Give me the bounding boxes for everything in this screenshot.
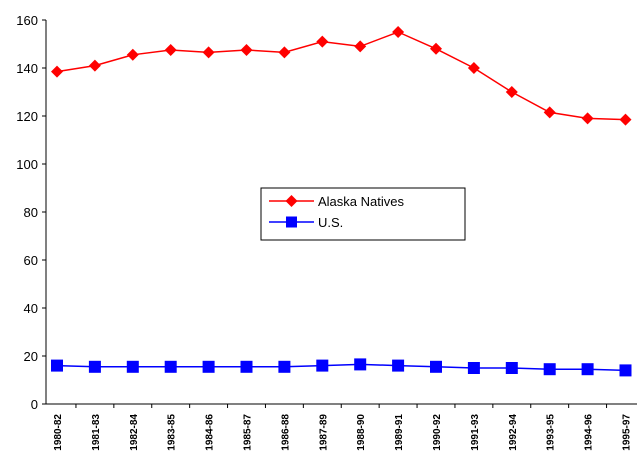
data-point (467, 362, 480, 374)
x-axis-ticks: 1980-82 1981-83 1982-84 1983-85 1984-86 1985-… (53, 404, 633, 451)
data-point (619, 364, 632, 377)
data-point (505, 86, 518, 98)
x-tick-label: 1995-97 (622, 414, 633, 451)
legend-marker-us (286, 216, 297, 228)
x-tick-label: 1987-89 (318, 414, 329, 451)
data-point (278, 46, 291, 59)
x-tick-label: 1986-88 (280, 414, 291, 451)
y-tick-label: 40 (24, 301, 38, 316)
series-line (56, 363, 626, 372)
data-point (467, 62, 480, 74)
data-point (430, 360, 442, 373)
x-tick-label: 1994-96 (584, 414, 595, 451)
data-point (316, 35, 329, 48)
y-tick-label: 60 (24, 253, 38, 268)
y-tick-label: 140 (16, 61, 38, 76)
data-point (51, 65, 63, 78)
data-point (164, 360, 177, 373)
y-tick-label: 80 (24, 205, 38, 220)
series-us (51, 358, 632, 377)
legend-label-alaska-natives: Alaska Natives (318, 194, 404, 209)
x-tick-label: 1992-94 (508, 414, 519, 451)
x-tick-label: 1991-93 (470, 414, 481, 451)
series-line (56, 31, 626, 121)
y-tick-label: 120 (16, 109, 38, 124)
data-point (126, 360, 139, 373)
y-tick-label: 0 (31, 397, 38, 412)
x-tick-label: 1993-95 (546, 414, 557, 451)
data-point (392, 359, 405, 372)
data-point (505, 362, 518, 374)
series-layer (51, 26, 632, 377)
legend-marker-alaska-natives (285, 195, 298, 207)
data-point (392, 26, 405, 38)
data-point (316, 359, 329, 372)
data-point (278, 360, 291, 373)
x-tick-label: 1982-84 (129, 414, 140, 451)
y-axis-ticks: 0 20 40 60 80 100 120 140 160 (16, 13, 46, 412)
data-point (581, 112, 594, 125)
data-point (354, 358, 367, 371)
data-point (88, 360, 101, 373)
legend-label-us: U.S. (318, 215, 343, 230)
x-tick-label: 1988-90 (356, 414, 367, 451)
data-point (581, 363, 594, 376)
data-point (240, 360, 253, 373)
legend: Alaska Natives U.S. (260, 187, 466, 241)
data-point (164, 44, 177, 56)
data-point (240, 44, 253, 56)
x-tick-label: 1989-91 (394, 414, 405, 451)
legend-box (260, 187, 466, 241)
y-tick-label: 20 (24, 349, 38, 364)
data-point (88, 59, 101, 72)
series-alaska-natives (51, 26, 632, 126)
data-point (51, 359, 63, 372)
x-tick-label: 1990-92 (432, 414, 443, 451)
data-point (543, 106, 556, 119)
y-tick-label: 100 (16, 157, 38, 172)
x-tick-label: 1984-86 (205, 414, 216, 451)
data-point (126, 48, 139, 61)
data-point (619, 113, 632, 126)
x-tick-label: 1983-85 (167, 414, 178, 451)
data-point (543, 363, 556, 376)
y-tick-label: 160 (16, 13, 38, 28)
data-point (354, 40, 367, 53)
x-tick-label: 1985-87 (243, 414, 254, 451)
data-point (202, 360, 215, 373)
x-tick-label: 1981-83 (91, 414, 102, 451)
data-point (202, 46, 215, 59)
data-point (430, 42, 442, 55)
x-tick-label: 1980-82 (53, 414, 64, 451)
